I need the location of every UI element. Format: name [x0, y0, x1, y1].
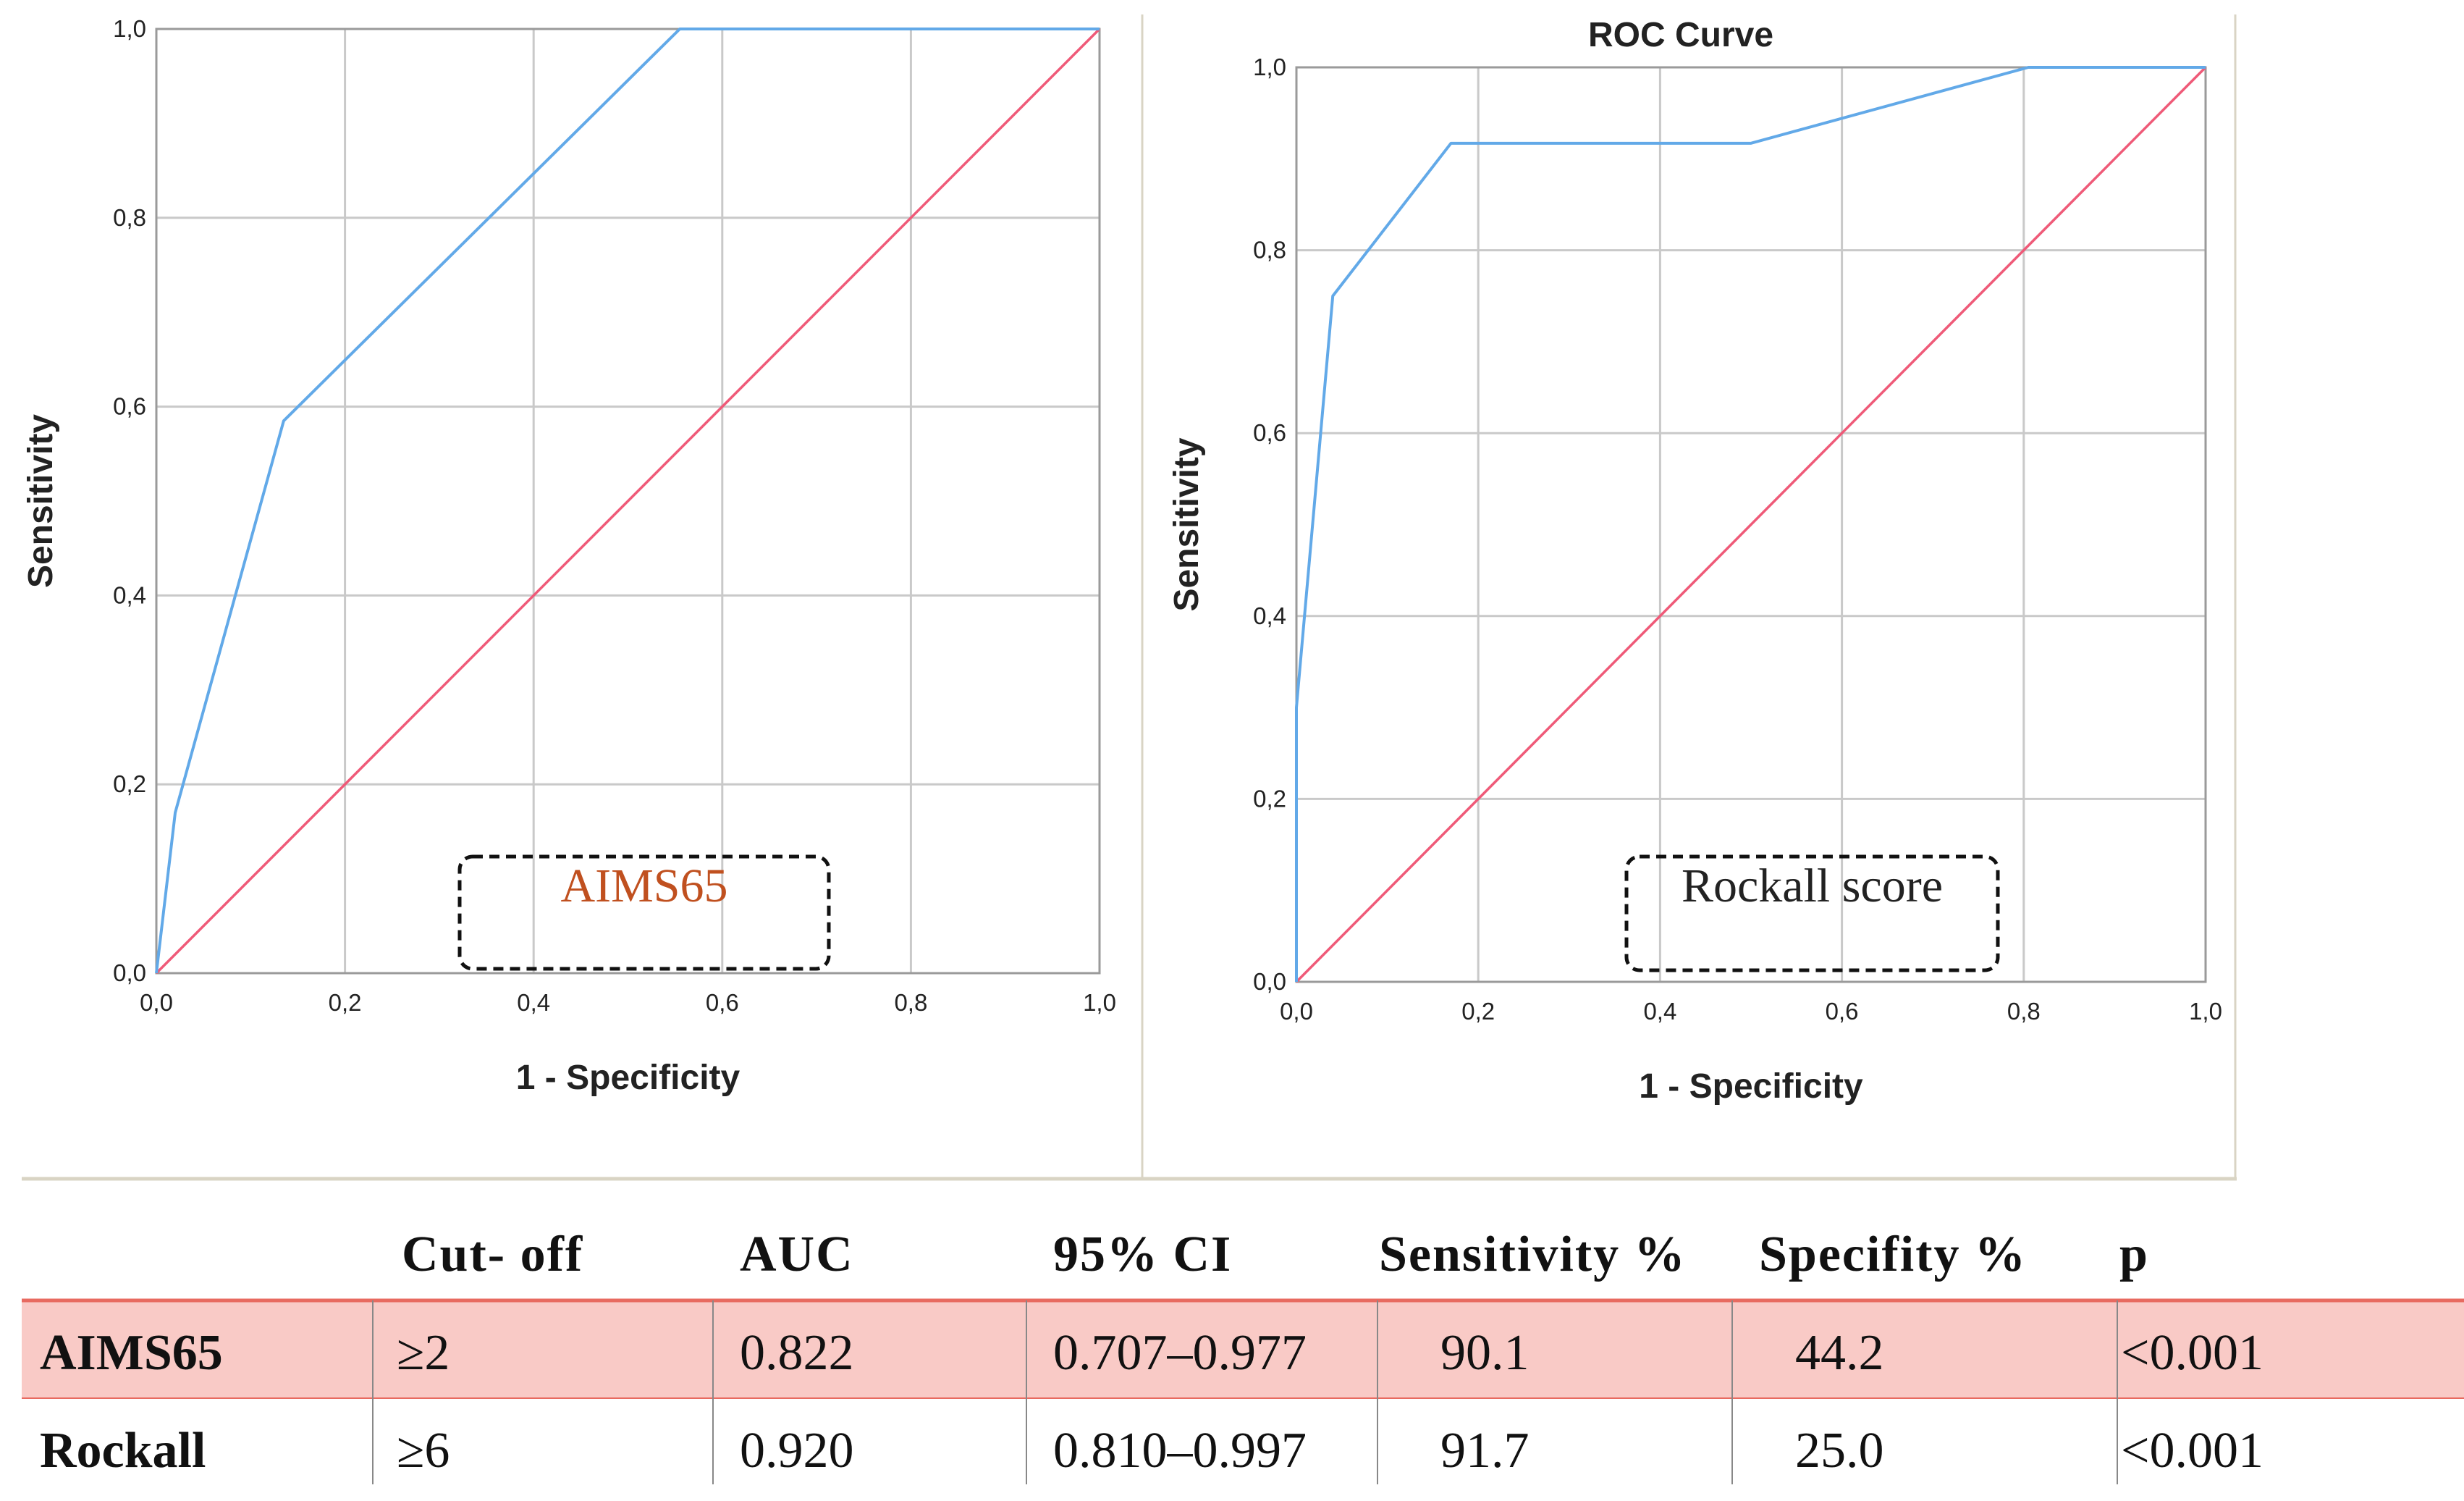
table-header-cell: Specifity % — [1759, 1227, 2027, 1282]
table-cell: <0.001 — [2121, 1423, 2263, 1479]
x-tick-label: 1,0 — [1083, 989, 1116, 1016]
annotation-box — [1624, 854, 2000, 972]
table-row-label: Rockall — [40, 1423, 206, 1479]
plot-area-border — [155, 28, 1101, 975]
roc-curve-line — [1295, 66, 2206, 982]
table-cell: 0.920 — [740, 1423, 854, 1479]
x-tick-label: 0,0 — [140, 989, 173, 1016]
roc-chart-rockall: ROC Curve 0,0 0,2 0,4 0,6 0,8 1,0 0,0 0,2 0,4 0,6… — [1168, 16, 2222, 1106]
x-tick-label: 0,8 — [2007, 998, 2041, 1025]
table-cell: 0.810–0.997 — [1053, 1423, 1307, 1479]
table-header-cell: Cut- off — [402, 1227, 583, 1282]
table-cell: 0.822 — [740, 1325, 854, 1381]
roc-curve-line — [155, 28, 1100, 974]
annotation-label: Rockall score — [1682, 859, 1943, 912]
roc-chart-aims65: 0,0 0,2 0,4 0,6 0,8 1,0 0,0 0,2 0,4 0,6 0,8 1,0 AIM… — [22, 15, 1116, 1097]
results-table: Cut- off AUC 95% CI Sensitivity % Specifity … — [22, 1227, 2464, 1484]
table-header-cell: AUC — [740, 1227, 854, 1282]
x-tick-label: 0,0 — [1280, 998, 1313, 1025]
panels-frame — [22, 14, 2237, 1181]
x-tick-label: 0,6 — [1826, 998, 1859, 1025]
table-cell: 90.1 — [1440, 1325, 1530, 1381]
y-tick-label: 0,0 — [1253, 968, 1286, 995]
y-tick-label: 0,4 — [1253, 602, 1286, 629]
plot-area-border — [1295, 66, 2207, 983]
table-row-highlight — [22, 1300, 2464, 1398]
x-tick-label: 1,0 — [2189, 998, 2222, 1025]
table-cell: <0.001 — [2121, 1325, 2263, 1381]
reference-line — [1295, 66, 2207, 983]
x-axis-label: 1 - Specificity — [516, 1059, 741, 1097]
y-tick-label: 0,6 — [1253, 419, 1286, 446]
x-tick-label: 0,4 — [1643, 998, 1676, 1025]
table-cell: 25.0 — [1795, 1423, 1884, 1479]
y-axis-label: Sensitivity — [1168, 437, 1206, 611]
reference-line — [155, 28, 1101, 975]
y-tick-label: 1,0 — [113, 15, 146, 42]
annotation-box — [457, 854, 831, 971]
x-tick-label: 0,2 — [329, 989, 362, 1016]
x-axis-label: 1 - Specificity — [1639, 1067, 1863, 1106]
x-tick-label: 0,4 — [517, 989, 550, 1016]
y-tick-label: 0,0 — [113, 959, 146, 986]
annotation-label: AIMS65 — [560, 859, 727, 912]
y-tick-label: 0,4 — [113, 581, 146, 608]
y-axis-label: Sensitivity — [22, 414, 60, 588]
table-cell: 91.7 — [1440, 1423, 1530, 1479]
y-tick-label: 0,8 — [113, 204, 146, 231]
table-header-cell: Sensitivity % — [1379, 1227, 1687, 1282]
table-cell: 44.2 — [1795, 1325, 1884, 1381]
y-tick-label: 0,8 — [1253, 237, 1286, 264]
y-tick-label: 1,0 — [1253, 54, 1286, 80]
table-cell: ≥6 — [397, 1423, 450, 1479]
y-tick-label: 0,6 — [113, 393, 146, 420]
x-tick-label: 0,2 — [1461, 998, 1495, 1025]
table-header-cell: 95% CI — [1053, 1227, 1232, 1282]
table-header-cell: p — [2119, 1227, 2149, 1282]
x-tick-label: 0,6 — [706, 989, 739, 1016]
table-cell: 0.707–0.977 — [1053, 1325, 1307, 1381]
chart-title: ROC Curve — [1588, 16, 1773, 54]
y-tick-label: 0,2 — [113, 770, 146, 797]
table-cell: ≥2 — [397, 1325, 450, 1381]
table-row-label: AIMS65 — [40, 1325, 223, 1381]
y-tick-label: 0,2 — [1253, 785, 1286, 812]
x-tick-label: 0,8 — [894, 989, 927, 1016]
